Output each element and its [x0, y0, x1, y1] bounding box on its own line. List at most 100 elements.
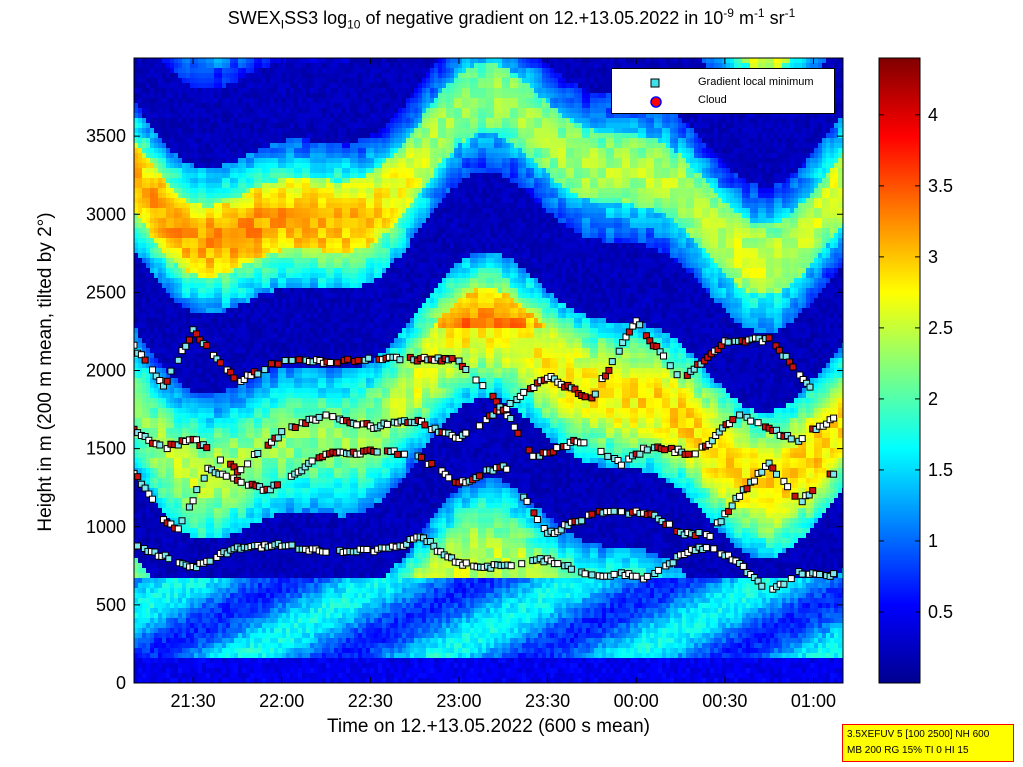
heat-cell: [278, 403, 283, 409]
heat-cell: [278, 558, 283, 564]
heat-cell: [290, 638, 295, 644]
heat-cell: [190, 268, 195, 274]
heat-cell: [250, 528, 255, 534]
heat-cell: [258, 303, 263, 309]
heat-cell: [274, 408, 279, 414]
heat-cell: [138, 518, 143, 524]
heat-cell: [198, 603, 203, 609]
heat-cell: [202, 378, 207, 384]
heat-cell: [186, 198, 191, 204]
heat-cell: [222, 98, 227, 104]
heat-cell: [282, 93, 287, 99]
heat-cell: [206, 423, 211, 429]
heat-cell: [238, 598, 243, 604]
heat-cell: [266, 243, 271, 249]
heat-cell: [266, 573, 271, 579]
heat-cell: [262, 303, 267, 309]
heat-cell: [170, 533, 175, 539]
heat-cell: [174, 648, 179, 654]
heat-cell: [262, 563, 267, 569]
heat-cell: [222, 608, 227, 614]
heat-cell: [178, 593, 183, 599]
heat-cell: [286, 198, 291, 204]
heat-cell: [190, 673, 195, 679]
heat-cell: [222, 613, 227, 619]
heat-cell: [174, 493, 179, 499]
heat-cell: [206, 383, 211, 389]
heat-cell: [258, 263, 263, 269]
heat-cell: [282, 583, 287, 589]
heat-cell: [194, 598, 199, 604]
heat-cell: [186, 588, 191, 594]
heat-cell: [154, 638, 159, 644]
heat-cell: [290, 443, 295, 449]
heat-cell: [206, 618, 211, 624]
heat-cell: [178, 513, 183, 519]
heat-cell: [138, 488, 143, 494]
heat-cell: [242, 178, 247, 184]
heat-cell: [226, 268, 231, 274]
heat-cell: [250, 163, 255, 169]
heat-cell: [210, 423, 215, 429]
heat-cell: [178, 163, 183, 169]
heat-cell: [142, 458, 147, 464]
heat-cell: [170, 233, 175, 239]
heat-cell: [242, 78, 247, 84]
heat-cell: [154, 223, 159, 229]
heat-cell: [286, 58, 291, 64]
heat-cell: [270, 503, 275, 509]
heat-cell: [142, 283, 147, 289]
heat-cell: [282, 513, 287, 519]
heat-cell: [266, 198, 271, 204]
heat-cell: [206, 108, 211, 114]
heat-cell: [282, 643, 287, 649]
heat-cell: [286, 128, 291, 134]
heat-cell: [258, 178, 263, 184]
heat-cell: [250, 418, 255, 424]
heat-cell: [186, 638, 191, 644]
heat-cell: [218, 68, 223, 74]
heat-cell: [282, 198, 287, 204]
heat-cell: [142, 398, 147, 404]
heat-cell: [214, 318, 219, 324]
heat-cell: [186, 93, 191, 99]
heat-cell: [274, 628, 279, 634]
heat-cell: [162, 503, 167, 509]
heat-cell: [154, 493, 159, 499]
heat-cell: [290, 353, 295, 359]
heat-cell: [218, 263, 223, 269]
heat-cell: [230, 143, 235, 149]
heat-cell: [138, 273, 143, 279]
heat-cell: [234, 233, 239, 239]
heat-cell: [202, 538, 207, 544]
heat-cell: [166, 273, 171, 279]
heat-cell: [278, 548, 283, 554]
heat-cell: [254, 638, 259, 644]
heat-cell: [290, 188, 295, 194]
heat-cell: [238, 238, 243, 244]
heat-cell: [158, 578, 163, 584]
heat-cell: [178, 468, 183, 474]
heat-cell: [194, 148, 199, 154]
heat-cell: [182, 318, 187, 324]
heat-cell: [226, 638, 231, 644]
heat-cell: [230, 328, 235, 334]
heat-cell: [246, 143, 251, 149]
heat-cell: [150, 573, 155, 579]
heat-cell: [138, 68, 143, 74]
heat-cell: [174, 298, 179, 304]
heat-cell: [266, 453, 271, 459]
heat-cell: [270, 463, 275, 469]
heat-cell: [198, 393, 203, 399]
heat-cell: [258, 228, 263, 234]
heat-cell: [234, 178, 239, 184]
heat-cell: [286, 233, 291, 239]
heat-cell: [270, 128, 275, 134]
heat-cell: [154, 648, 159, 654]
heat-cell: [146, 448, 151, 454]
heat-cell: [278, 308, 283, 314]
heat-cell: [142, 98, 147, 104]
heat-cell: [202, 393, 207, 399]
heat-cell: [206, 298, 211, 304]
heat-cell: [190, 518, 195, 524]
